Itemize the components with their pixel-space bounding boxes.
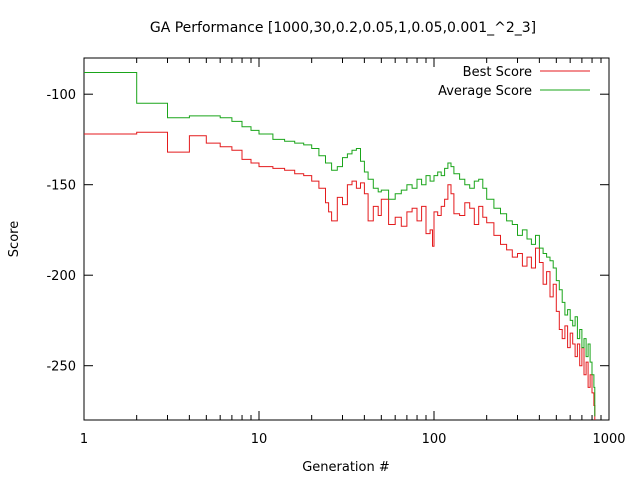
series-lines <box>84 72 596 420</box>
legend: Best Score Average Score <box>438 65 590 99</box>
y-tick-label: -150 <box>46 179 76 194</box>
legend-label: Average Score <box>438 84 532 99</box>
x-tick-label: 1 <box>80 432 88 447</box>
y-tick-label: -250 <box>46 360 76 375</box>
y-tick-label: -100 <box>46 88 76 103</box>
series-line-0 <box>84 131 596 420</box>
x-tick-label: 1000 <box>592 432 625 447</box>
x-tick-label: 100 <box>422 432 447 447</box>
axis-tick-labels: -100 -150 -200 -250 1 10 100 1000 <box>46 88 625 447</box>
chart-title: GA Performance [1000,30,0.2,0.05,1,0.05,… <box>150 20 536 36</box>
x-tick-label: 10 <box>251 432 268 447</box>
legend-label: Best Score <box>463 65 532 80</box>
y-tick-label: -200 <box>46 269 76 284</box>
y-axis-label: Score <box>7 221 22 257</box>
plot-frame <box>83 57 610 421</box>
x-axis-label: Generation # <box>302 460 390 475</box>
axis-ticks <box>83 58 610 420</box>
series-line-1 <box>84 72 596 417</box>
